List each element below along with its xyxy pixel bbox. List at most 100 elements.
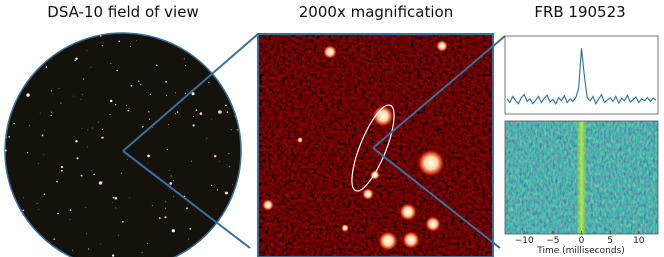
source bbox=[297, 137, 303, 143]
star bbox=[193, 124, 195, 126]
star bbox=[129, 198, 130, 199]
star bbox=[56, 181, 57, 182]
star bbox=[91, 171, 92, 172]
source bbox=[341, 224, 349, 232]
star bbox=[218, 110, 222, 114]
star bbox=[70, 209, 72, 211]
star bbox=[87, 50, 88, 51]
star bbox=[225, 192, 228, 195]
star bbox=[102, 182, 103, 183]
star bbox=[237, 129, 238, 130]
star bbox=[206, 138, 207, 139]
star bbox=[142, 252, 143, 253]
star bbox=[167, 149, 168, 150]
star bbox=[177, 111, 179, 113]
star bbox=[149, 119, 150, 120]
star bbox=[70, 219, 71, 220]
star bbox=[218, 254, 221, 257]
star bbox=[191, 161, 192, 162]
star bbox=[81, 99, 82, 100]
star bbox=[51, 112, 52, 113]
star bbox=[172, 229, 175, 232]
star bbox=[14, 123, 15, 124]
star bbox=[42, 134, 44, 136]
star bbox=[100, 35, 102, 37]
star bbox=[61, 170, 63, 172]
star bbox=[59, 88, 60, 89]
star bbox=[211, 119, 212, 120]
star bbox=[219, 161, 220, 162]
star bbox=[113, 203, 114, 204]
star bbox=[110, 63, 111, 64]
star bbox=[235, 243, 236, 244]
star bbox=[229, 82, 231, 84]
star bbox=[184, 58, 185, 59]
star bbox=[168, 124, 169, 125]
star bbox=[173, 180, 174, 181]
x-tick-label: 10 bbox=[633, 236, 645, 246]
star bbox=[60, 102, 61, 103]
star bbox=[115, 197, 117, 199]
source bbox=[323, 45, 337, 59]
star bbox=[171, 175, 172, 176]
star bbox=[193, 249, 195, 251]
star bbox=[128, 108, 129, 109]
star bbox=[83, 78, 84, 79]
star bbox=[159, 217, 161, 219]
star bbox=[32, 44, 33, 45]
star bbox=[232, 184, 233, 185]
star bbox=[118, 235, 119, 236]
star bbox=[150, 94, 151, 95]
star bbox=[115, 207, 116, 208]
star bbox=[231, 129, 232, 130]
star bbox=[200, 112, 203, 115]
star bbox=[235, 116, 236, 117]
star bbox=[72, 250, 73, 251]
source bbox=[425, 216, 441, 232]
star bbox=[37, 203, 38, 204]
star bbox=[40, 113, 41, 114]
star bbox=[88, 248, 89, 249]
star bbox=[237, 95, 238, 96]
star bbox=[59, 34, 60, 35]
star bbox=[116, 70, 117, 71]
star bbox=[221, 75, 224, 78]
star bbox=[208, 82, 209, 83]
star bbox=[175, 113, 176, 114]
star bbox=[8, 136, 10, 138]
star bbox=[89, 34, 91, 36]
star bbox=[224, 191, 225, 192]
star bbox=[147, 155, 150, 158]
star bbox=[44, 130, 45, 131]
star bbox=[39, 209, 40, 210]
x-axis-label: Time (milliseconds) bbox=[536, 246, 624, 256]
star bbox=[127, 159, 128, 160]
star bbox=[136, 40, 137, 41]
star bbox=[211, 185, 212, 186]
star bbox=[118, 41, 120, 43]
star bbox=[82, 94, 83, 95]
star bbox=[85, 207, 86, 208]
star bbox=[102, 129, 103, 130]
panel-title: FRB 190523 bbox=[534, 3, 625, 21]
star bbox=[18, 208, 19, 209]
star bbox=[122, 221, 124, 223]
sky-circle bbox=[5, 33, 241, 257]
star bbox=[100, 244, 101, 245]
star bbox=[22, 209, 24, 211]
source bbox=[417, 149, 445, 177]
star bbox=[188, 239, 189, 240]
star bbox=[29, 125, 30, 126]
star bbox=[164, 216, 166, 218]
star bbox=[214, 155, 216, 157]
star bbox=[75, 140, 77, 142]
star bbox=[110, 100, 112, 102]
source bbox=[399, 203, 417, 221]
star bbox=[94, 174, 95, 175]
star bbox=[148, 163, 149, 164]
star bbox=[16, 250, 18, 252]
star bbox=[128, 110, 130, 112]
star bbox=[86, 234, 87, 235]
star bbox=[126, 105, 127, 106]
x-tick-label: −10 bbox=[515, 236, 534, 246]
